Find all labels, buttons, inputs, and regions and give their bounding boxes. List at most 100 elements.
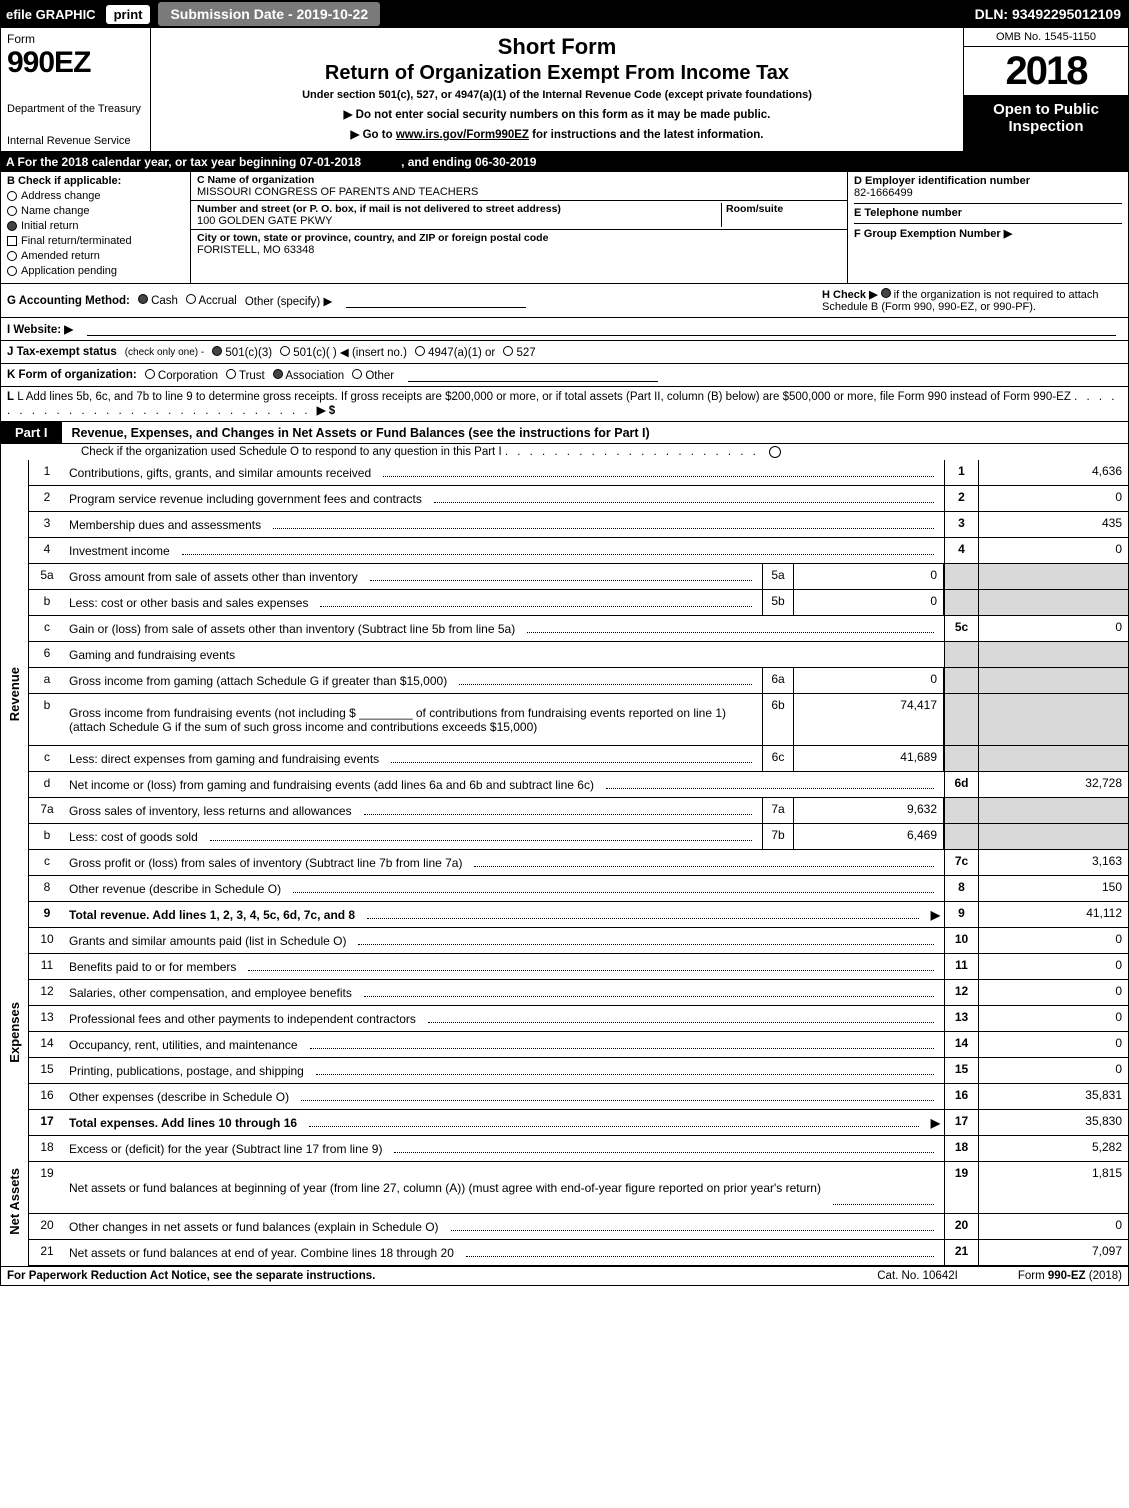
line-description: Net assets or fund balances at end of ye… bbox=[65, 1240, 944, 1265]
f-group-lbl: F Group Exemption Number ▶ bbox=[854, 227, 1122, 240]
right-line-value bbox=[978, 824, 1128, 849]
right-line-value: 3,163 bbox=[978, 850, 1128, 875]
part1-header: Part I Revenue, Expenses, and Changes in… bbox=[0, 422, 1129, 444]
form-line: 3Membership dues and assessments3435 bbox=[29, 512, 1128, 538]
line-description: Gross amount from sale of assets other t… bbox=[65, 564, 762, 589]
footer-paperwork: For Paperwork Reduction Act Notice, see … bbox=[7, 1270, 375, 1282]
k-corp[interactable]: Corporation bbox=[145, 369, 218, 382]
k-other[interactable]: Other bbox=[352, 369, 394, 382]
j-501c3[interactable]: 501(c)(3) bbox=[212, 346, 272, 359]
row-j-tax-exempt: J Tax-exempt status (check only one) - 5… bbox=[0, 341, 1129, 364]
ein-value: 82-1666499 bbox=[854, 187, 1122, 199]
line-number: a bbox=[29, 668, 65, 693]
line-number: 2 bbox=[29, 486, 65, 511]
d-ein-lbl: D Employer identification number bbox=[854, 175, 1122, 187]
dln-label: DLN: 93492295012109 bbox=[975, 6, 1129, 22]
form-line: bGross income from fundraising events (n… bbox=[29, 694, 1128, 746]
mid-line-number: 6b bbox=[762, 694, 794, 745]
form-line: 15Printing, publications, postage, and s… bbox=[29, 1058, 1128, 1084]
line-description: Benefits paid to or for members bbox=[65, 954, 944, 979]
line-number: 5a bbox=[29, 564, 65, 589]
form-line: 19Net assets or fund balances at beginni… bbox=[29, 1162, 1128, 1214]
mid-line-value: 74,417 bbox=[794, 694, 944, 745]
right-line-number: 7c bbox=[944, 850, 978, 875]
k-trust[interactable]: Trust bbox=[226, 369, 265, 382]
netassets-side-label: Net Assets bbox=[1, 1136, 29, 1266]
g-other[interactable]: Other (specify) ▶ bbox=[245, 294, 332, 308]
irs-link[interactable]: www.irs.gov/Form990EZ bbox=[396, 129, 529, 141]
revenue-side-label: Revenue bbox=[1, 460, 29, 928]
line-number: 8 bbox=[29, 876, 65, 901]
j-501c[interactable]: 501(c)( ) ◀ (insert no.) bbox=[280, 345, 407, 359]
k-assoc[interactable]: Association bbox=[273, 369, 344, 382]
l-text: L Add lines 5b, 6c, and 7b to line 9 to … bbox=[17, 391, 1071, 403]
form-line: 14Occupancy, rent, utilities, and mainte… bbox=[29, 1032, 1128, 1058]
right-line-number: 4 bbox=[944, 538, 978, 563]
mid-line-number: 5b bbox=[762, 590, 794, 615]
chk-name-change[interactable]: Name change bbox=[7, 205, 184, 217]
right-line-value: 41,112 bbox=[978, 902, 1128, 927]
line-number: 20 bbox=[29, 1214, 65, 1239]
g-accrual[interactable]: Accrual bbox=[186, 294, 237, 307]
chk-initial-return[interactable]: Initial return bbox=[7, 220, 184, 232]
footer-form-ref: Form 990-EZ (2018) bbox=[1018, 1270, 1122, 1282]
org-address: 100 GOLDEN GATE PKWY bbox=[197, 215, 721, 227]
line-number: 16 bbox=[29, 1084, 65, 1109]
part1-note: Check if the organization used Schedule … bbox=[0, 444, 1129, 460]
footer-cat-no: Cat. No. 10642I bbox=[877, 1270, 958, 1282]
org-name: MISSOURI CONGRESS OF PARENTS AND TEACHER… bbox=[197, 186, 841, 198]
line-number: 21 bbox=[29, 1240, 65, 1265]
tax-year: 2018 bbox=[964, 47, 1128, 95]
right-line-value: 0 bbox=[978, 1006, 1128, 1031]
form-line: cGain or (loss) from sale of assets othe… bbox=[29, 616, 1128, 642]
h-checkbox[interactable] bbox=[881, 288, 891, 298]
right-line-value bbox=[978, 798, 1128, 823]
line-number: c bbox=[29, 850, 65, 875]
submission-date: Submission Date - 2019-10-22 bbox=[158, 2, 380, 26]
line-description: Less: cost or other basis and sales expe… bbox=[65, 590, 762, 615]
line-description: Professional fees and other payments to … bbox=[65, 1006, 944, 1031]
line-description: Printing, publications, postage, and shi… bbox=[65, 1058, 944, 1083]
g-cash[interactable]: Cash bbox=[138, 294, 178, 307]
c-name-lbl: C Name of organization bbox=[197, 174, 841, 186]
line-number: 4 bbox=[29, 538, 65, 563]
right-line-value: 0 bbox=[978, 616, 1128, 641]
right-line-number bbox=[944, 668, 978, 693]
line-description: Total expenses. Add lines 10 through 16▶ bbox=[65, 1110, 944, 1135]
line-description: Gross sales of inventory, less returns a… bbox=[65, 798, 762, 823]
mid-line-value: 0 bbox=[794, 668, 944, 693]
chk-final-return[interactable]: Final return/terminated bbox=[7, 235, 184, 247]
line-number: 7a bbox=[29, 798, 65, 823]
print-button[interactable]: print bbox=[106, 5, 151, 24]
j-527[interactable]: 527 bbox=[503, 346, 535, 359]
right-line-value bbox=[978, 642, 1128, 667]
line-description: Other changes in net assets or fund bala… bbox=[65, 1214, 944, 1239]
website-field[interactable] bbox=[87, 322, 1116, 336]
form-line: bLess: cost of goods sold7b6,469 bbox=[29, 824, 1128, 850]
omb-number: OMB No. 1545-1150 bbox=[964, 28, 1128, 47]
form-line: 20Other changes in net assets or fund ba… bbox=[29, 1214, 1128, 1240]
line-number: 3 bbox=[29, 512, 65, 537]
form-line: 17Total expenses. Add lines 10 through 1… bbox=[29, 1110, 1128, 1136]
line-description: Membership dues and assessments bbox=[65, 512, 944, 537]
part1-schedule-o-check[interactable] bbox=[769, 446, 781, 458]
row-i-website: I Website: ▶ bbox=[0, 318, 1129, 341]
right-line-value bbox=[978, 564, 1128, 589]
form-line: 7aGross sales of inventory, less returns… bbox=[29, 798, 1128, 824]
form-line: cLess: direct expenses from gaming and f… bbox=[29, 746, 1128, 772]
chk-amended-return[interactable]: Amended return bbox=[7, 250, 184, 262]
form-line: 8Other revenue (describe in Schedule O)8… bbox=[29, 876, 1128, 902]
j-4947[interactable]: 4947(a)(1) or bbox=[415, 346, 495, 359]
chk-address-change[interactable]: Address change bbox=[7, 190, 184, 202]
right-line-number: 5c bbox=[944, 616, 978, 641]
chk-application-pending[interactable]: Application pending bbox=[7, 265, 184, 277]
calendar-year-row: A For the 2018 calendar year, or tax yea… bbox=[0, 152, 1129, 172]
line-description: Less: cost of goods sold bbox=[65, 824, 762, 849]
right-line-number bbox=[944, 824, 978, 849]
right-line-value: 0 bbox=[978, 1214, 1128, 1239]
h-block: H Check ▶ if the organization is not req… bbox=[822, 288, 1122, 313]
line-description: Program service revenue including govern… bbox=[65, 486, 944, 511]
i-label: I Website: ▶ bbox=[7, 322, 73, 336]
mid-line-value: 0 bbox=[794, 590, 944, 615]
top-bar: efile GRAPHIC print Submission Date - 20… bbox=[0, 0, 1129, 28]
